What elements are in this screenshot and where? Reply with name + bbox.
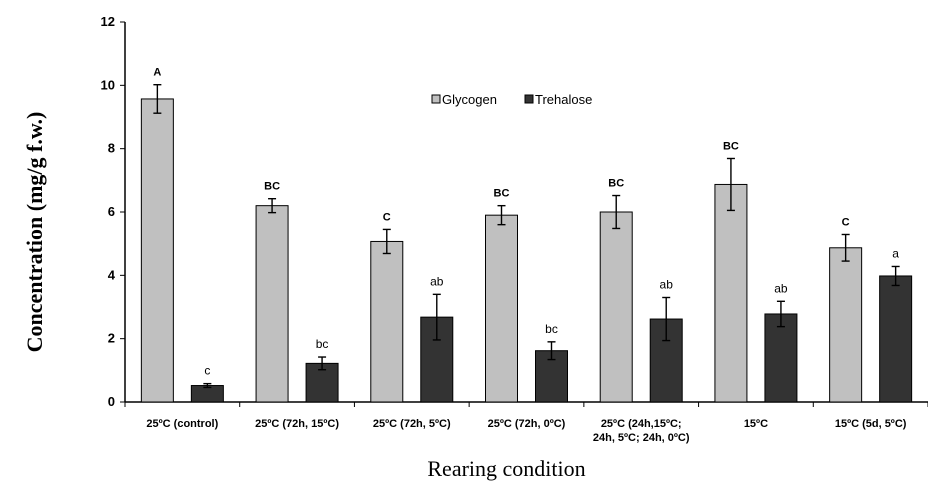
significance-label: ab xyxy=(660,278,674,292)
category-label: 25ºC (72h, 5ºC) xyxy=(373,418,451,430)
y-tick-label: 4 xyxy=(108,267,116,282)
category-label: 15ºC (5d, 5ºC) xyxy=(835,418,907,430)
y-tick-label: 12 xyxy=(101,14,115,29)
significance-label: ab xyxy=(430,274,444,288)
y-axis-title: Concentration (mg/g f.w.) xyxy=(22,112,47,353)
significance-label: ab xyxy=(774,281,788,295)
legend-label-glycogen: Glycogen xyxy=(442,92,497,107)
category-label: 25ºC (control) xyxy=(146,418,218,430)
x-axis-title: Rearing condition xyxy=(427,456,585,481)
bar-trehalose xyxy=(764,313,798,403)
bar-glycogen xyxy=(255,205,289,403)
significance-label: c xyxy=(204,364,210,378)
significance-label: bc xyxy=(316,337,329,351)
bar-trehalose xyxy=(305,362,339,403)
category-label: 24h, 5ºC; 24h, 0ºC) xyxy=(593,432,690,444)
bar-glycogen xyxy=(714,183,748,403)
significance-label: BC xyxy=(264,181,280,193)
bar-trehalose xyxy=(879,275,913,403)
bar-glycogen xyxy=(829,247,863,403)
category-label: 15ºC xyxy=(744,418,768,430)
y-tick-label: 0 xyxy=(108,394,115,409)
bar-glycogen xyxy=(370,240,404,403)
significance-label: BC xyxy=(723,140,739,152)
significance-label: C xyxy=(383,211,391,223)
significance-label: A xyxy=(153,67,161,79)
significance-label: BC xyxy=(608,178,624,190)
category-label: 25ºC (72h, 0ºC) xyxy=(488,418,566,430)
legend-swatch-glycogen xyxy=(431,94,441,104)
bars xyxy=(140,83,913,403)
y-tick-label: 6 xyxy=(108,204,115,219)
legend-label-trehalose: Trehalose xyxy=(535,92,592,107)
legend: Glycogen Trehalose xyxy=(431,92,592,107)
significance-label: bc xyxy=(545,322,558,336)
y-tick-label: 10 xyxy=(101,77,115,92)
labels: Ac 25ºC (control) BC bc 25ºC (72h, 15ºC) Cab 2… xyxy=(146,67,906,444)
bar-glycogen xyxy=(485,214,518,403)
bar-glycogen xyxy=(599,211,633,403)
significance-label: BC xyxy=(494,188,510,200)
significance-label: C xyxy=(842,216,850,228)
significance-label: a xyxy=(892,246,899,260)
category-label: 25ºC (24h,15ºC; xyxy=(601,418,682,430)
category-label: 25ºC (72h, 15ºC) xyxy=(255,418,339,430)
legend-swatch-trehalose xyxy=(524,94,534,104)
y-tick-label: 2 xyxy=(108,331,115,346)
y-tick-label: 8 xyxy=(108,141,115,156)
bar-glycogen xyxy=(140,98,174,403)
